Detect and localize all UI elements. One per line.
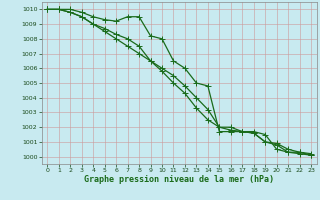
X-axis label: Graphe pression niveau de la mer (hPa): Graphe pression niveau de la mer (hPa) (84, 175, 274, 184)
